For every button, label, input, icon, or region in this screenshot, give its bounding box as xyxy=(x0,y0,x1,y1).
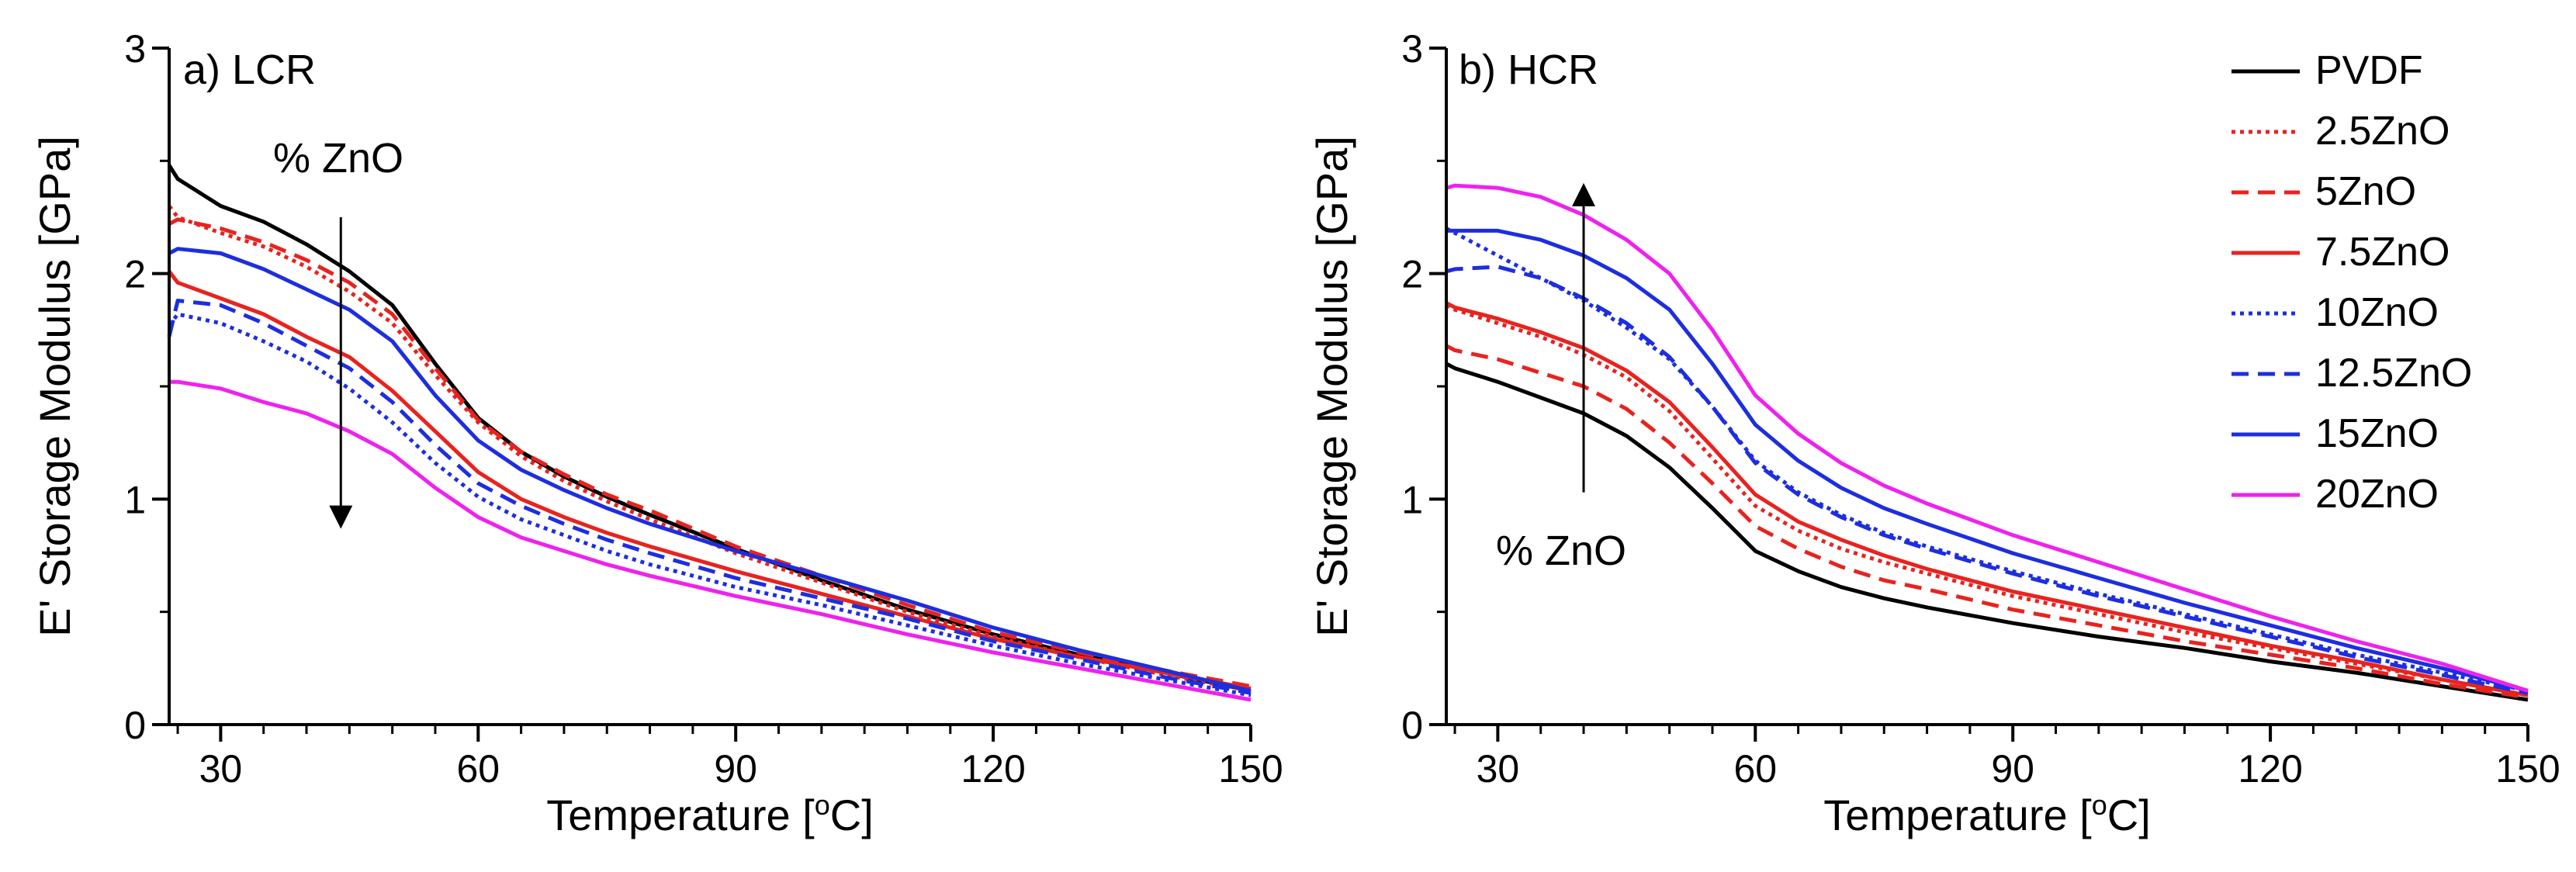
plot-area-a: 30 60 90 120 150 0 1 2 3 xyxy=(124,27,1283,791)
series-b-20zno xyxy=(1446,183,2529,693)
x-axis-label-b: Temperature [oC] xyxy=(1823,789,2151,840)
x-tick-label-a-150: 150 xyxy=(1218,747,1283,791)
series-a-20zno xyxy=(169,379,1252,702)
series-b-7-5zno xyxy=(1445,301,2529,697)
y-tick-label-a-3: 3 xyxy=(124,27,146,71)
x-axis-label-b-main: Temperature [ xyxy=(1823,791,2092,839)
legend-label-10zno: 10ZnO xyxy=(2315,290,2439,335)
y-axis-label-b: E' Storage Modulus [GPa] xyxy=(1307,136,1356,637)
legend-label-20zno: 20ZnO xyxy=(2315,472,2439,517)
legend-label-7-5zno: 7.5ZnO xyxy=(2315,230,2450,275)
y-tick-label-b-3: 3 xyxy=(1401,27,1423,71)
x-tick-label-b-60: 60 xyxy=(1733,747,1777,791)
panel-a-lcr: 30 60 90 120 150 0 1 2 3 a) LCR E' Storage Modul… xyxy=(30,27,1283,839)
y-tick-label-b-0: 0 xyxy=(1401,704,1423,747)
y-tick-label-b-2: 2 xyxy=(1401,253,1423,296)
legend-label-15zno: 15ZnO xyxy=(2315,411,2439,456)
x-axis-label-a-main: Temperature [ xyxy=(546,791,815,839)
series-b-2-5zno xyxy=(1445,303,2529,697)
x-tick-label-a-90: 90 xyxy=(714,747,757,791)
x-axis-label-a-sup: o xyxy=(815,789,830,821)
x-axis-label-a-suffix: C] xyxy=(830,791,874,839)
x-axis-label-b-sup: o xyxy=(2092,789,2107,821)
series-a-12-5zno xyxy=(167,299,1252,695)
ticks-layer-a: 30 60 90 120 150 0 1 2 3 xyxy=(124,27,1283,791)
plot-area-b: 30 60 90 120 150 0 1 2 3 xyxy=(1401,27,2560,791)
series-a-7-5zno xyxy=(168,270,1252,690)
legend-label-pvdf: PVDF xyxy=(2315,48,2423,93)
series-a-2-5zno xyxy=(168,204,1252,693)
y-axis-label-a: E' Storage Modulus [GPa] xyxy=(30,136,79,637)
series-a-5zno xyxy=(168,217,1252,689)
series-b-pvdf xyxy=(1445,362,2529,702)
x-tick-label-a-120: 120 xyxy=(961,747,1025,791)
panel-title-b: b) HCR xyxy=(1459,47,1598,93)
series-a-10zno xyxy=(168,312,1252,697)
legend-label-5zno: 5ZnO xyxy=(2315,169,2416,214)
x-tick-label-a-30: 30 xyxy=(199,747,243,791)
x-tick-label-b-30: 30 xyxy=(1477,747,1520,791)
series-b-15zno xyxy=(1446,228,2529,693)
y-tick-label-b-1: 1 xyxy=(1401,478,1423,521)
y-tick-label-a-1: 1 xyxy=(124,478,146,521)
x-tick-label-b-90: 90 xyxy=(1991,747,2034,791)
x-axis-label-a: Temperature [oC] xyxy=(546,789,874,840)
annotation-text-b: % ZnO xyxy=(1496,528,1626,574)
y-tick-label-a-2: 2 xyxy=(124,253,146,296)
legend-label-2-5zno: 2.5ZnO xyxy=(2315,109,2450,154)
series-b-10zno xyxy=(1445,227,2529,693)
panel-b-hcr: 30 60 90 120 150 0 1 2 3 b) HCR E' Storage Modul… xyxy=(1307,27,2560,839)
x-tick-label-a-60: 60 xyxy=(456,747,500,791)
series-a-pvdf xyxy=(167,164,1252,693)
series-a-15zno xyxy=(168,247,1252,693)
legend: PVDF 2.5ZnO 5ZnO 7.5ZnO 10ZnO 12.5ZnO 15ZnO 20Z… xyxy=(2231,48,2472,517)
ticks-layer-b: 30 60 90 120 150 0 1 2 3 xyxy=(1401,27,2560,791)
series-layer-b xyxy=(1445,183,2529,702)
panel-title-a: a) LCR xyxy=(183,47,316,93)
x-tick-label-b-150: 150 xyxy=(2495,747,2560,791)
legend-label-12-5zno: 12.5ZnO xyxy=(2315,351,2472,396)
series-b-12-5zno xyxy=(1446,265,2529,695)
x-tick-label-b-120: 120 xyxy=(2238,747,2302,791)
y-tick-label-a-0: 0 xyxy=(124,704,146,747)
x-axis-label-b-suffix: C] xyxy=(2107,791,2151,839)
annotation-text-a: % ZnO xyxy=(273,135,403,182)
series-layer-a xyxy=(167,164,1252,702)
series-b-5zno xyxy=(1445,344,2529,700)
